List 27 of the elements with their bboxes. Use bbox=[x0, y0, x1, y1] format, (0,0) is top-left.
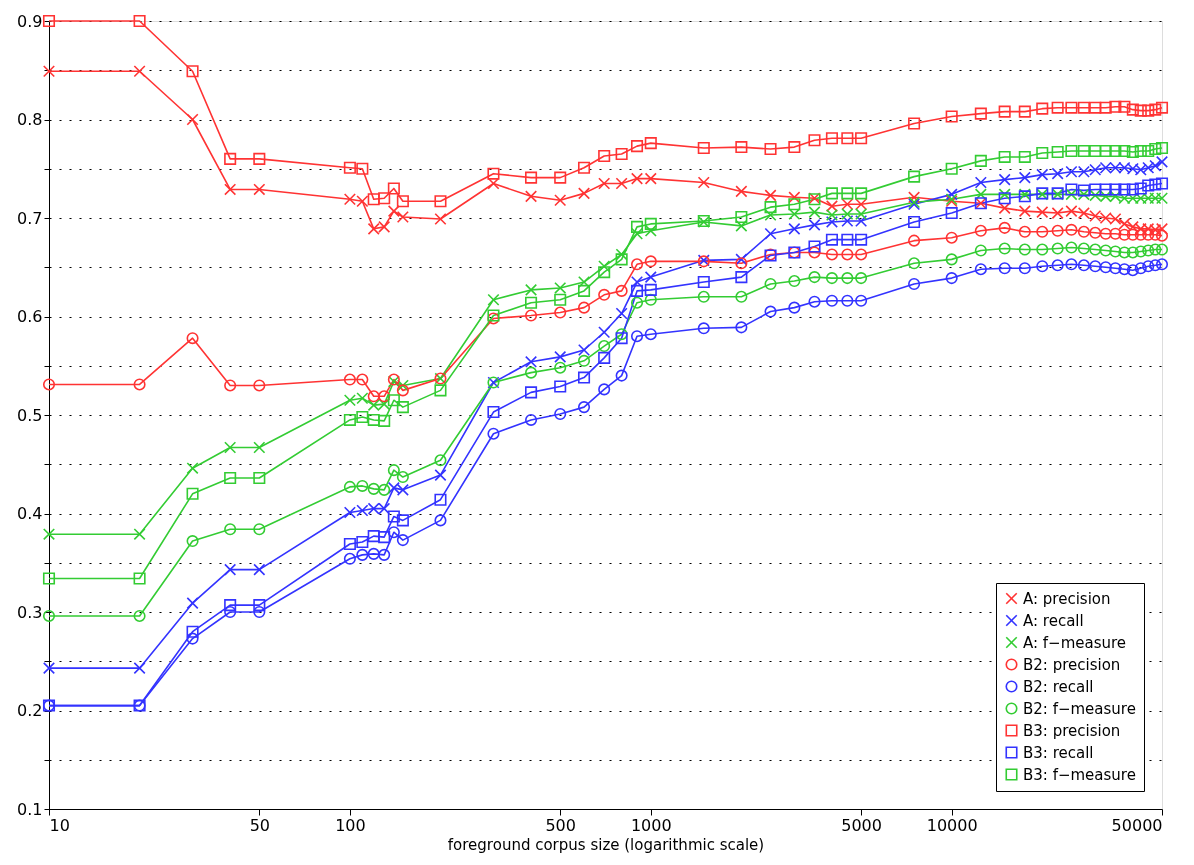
y-tick-label: 0.4 bbox=[17, 504, 43, 523]
y-tick-label: 0.1 bbox=[17, 799, 43, 819]
legend-label: B2: f−measure bbox=[1023, 699, 1136, 718]
x-tick-label: 1000 bbox=[630, 815, 672, 835]
y-tick-label: 0.3 bbox=[17, 602, 43, 622]
x-tick-label: 50000 bbox=[1111, 815, 1163, 835]
x-tick-label: 50 bbox=[249, 815, 270, 835]
x-tick-label: 500 bbox=[545, 815, 576, 835]
y-tick-label: 0.7 bbox=[17, 208, 43, 228]
legend-label: A: precision bbox=[1023, 589, 1111, 608]
legend-label: B2: precision bbox=[1023, 655, 1121, 674]
y-tick-label: 0.5 bbox=[17, 405, 43, 425]
x-tick-label: 10000 bbox=[926, 815, 978, 835]
legend-label: B3: recall bbox=[1023, 743, 1094, 762]
y-tick-label: 0.8 bbox=[17, 110, 43, 129]
x-tick-label: 5000 bbox=[841, 815, 882, 835]
x-tick-label: 10 bbox=[49, 815, 70, 835]
legend-label: A: recall bbox=[1023, 611, 1084, 630]
x-tick-label: 100 bbox=[335, 815, 366, 835]
x-axis-title: foreground corpus size (logarithmic scale) bbox=[447, 835, 765, 854]
y-tick-label: 0.2 bbox=[17, 701, 43, 720]
legend-label: A: f−measure bbox=[1023, 633, 1127, 652]
legend-label: B3: f−measure bbox=[1023, 765, 1136, 784]
y-tick-label: 0.9 bbox=[17, 11, 43, 31]
legend-label: B3: precision bbox=[1023, 721, 1121, 740]
y-tick-label: 0.6 bbox=[17, 307, 43, 326]
legend-label: B2: recall bbox=[1023, 677, 1094, 696]
